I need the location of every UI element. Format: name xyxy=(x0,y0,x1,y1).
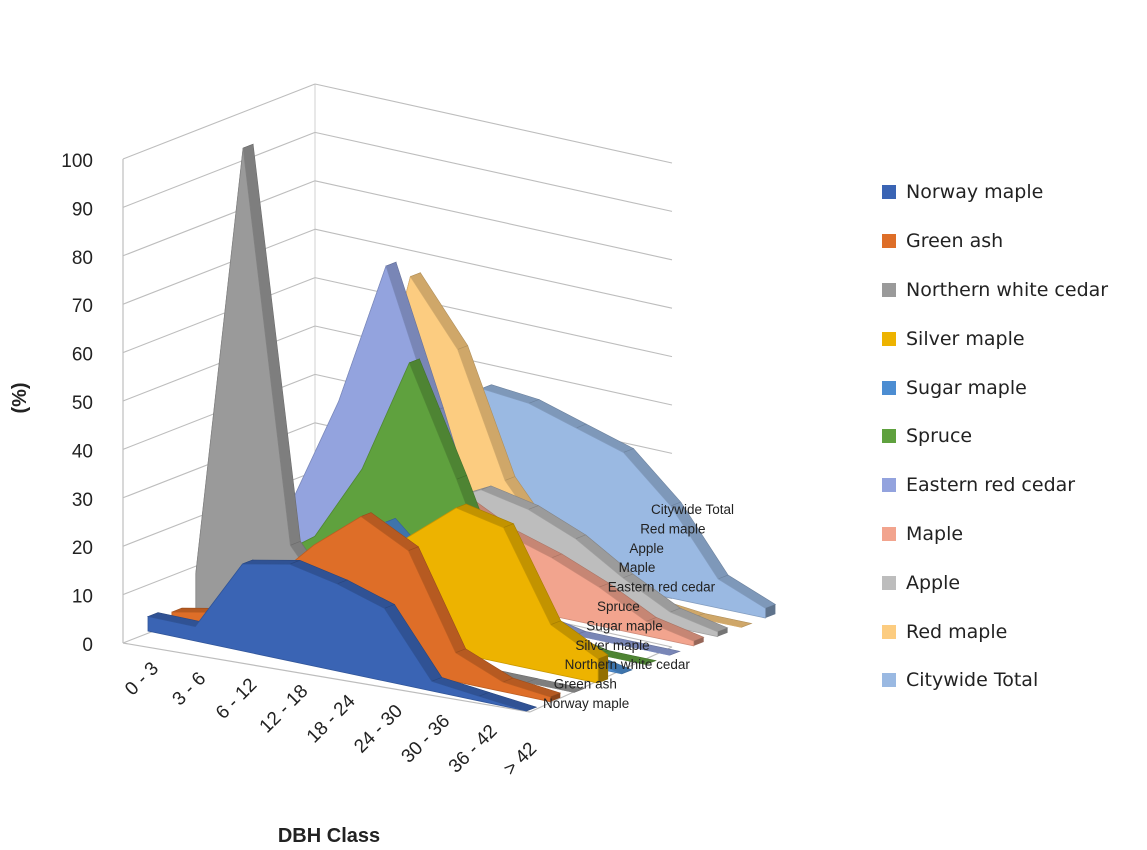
legend-swatch xyxy=(882,526,896,541)
y-axis-title: (%) xyxy=(9,382,31,413)
legend-item: Eastern red cedar xyxy=(882,461,1144,510)
legend-swatch xyxy=(882,331,896,346)
series-area xyxy=(146,559,538,712)
legend-item: Northern white cedar xyxy=(882,266,1144,315)
legend-label: Apple xyxy=(906,571,961,594)
x-tick-label: 0 - 3 xyxy=(121,658,163,700)
y-tick-label: 80 xyxy=(72,248,93,269)
legend-label: Norway maple xyxy=(906,181,1044,204)
x-tick-label: 6 - 12 xyxy=(212,675,261,724)
x-tick-label: 36 - 42 xyxy=(445,721,502,778)
legend-item: Green ash xyxy=(882,217,1144,266)
y-tick-label: 30 xyxy=(72,490,93,511)
x-tick-label: 24 - 30 xyxy=(350,701,407,758)
legend-label: Eastern red cedar xyxy=(906,474,1076,497)
depth-axis-label: Citywide Total xyxy=(651,502,734,517)
area-end-cap xyxy=(765,604,776,618)
gridline-back xyxy=(314,180,673,261)
legend-swatch xyxy=(882,234,896,249)
legend-item: Norway maple xyxy=(882,168,1144,217)
depth-axis-label: Red maple xyxy=(640,521,705,536)
y-tick-label: 100 xyxy=(61,151,93,172)
y-tick-label: 50 xyxy=(72,393,93,414)
legend-label: Maple xyxy=(906,522,964,545)
gridline-side xyxy=(122,83,316,160)
y-tick-label: 0 xyxy=(82,635,93,656)
legend-label: Citywide Total xyxy=(906,669,1039,692)
area-end-cap xyxy=(550,693,561,702)
y-tick-label: 70 xyxy=(72,296,93,317)
legend-item: Citywide Total xyxy=(882,656,1144,705)
gridline-back xyxy=(314,228,673,309)
y-tick-label: 20 xyxy=(72,538,93,559)
x-tick-label: 18 - 24 xyxy=(303,690,360,747)
x-tick-label: 3 - 6 xyxy=(169,668,211,710)
legend-label: Spruce xyxy=(906,425,973,448)
y-tick-label: 90 xyxy=(72,199,93,220)
area-end-cap xyxy=(717,627,728,637)
depth-axis-label: Maple xyxy=(619,560,656,575)
depth-axis-label: Apple xyxy=(629,541,664,556)
depth-axis-label: Sugar maple xyxy=(586,618,663,633)
legend-item: Sugar maple xyxy=(882,363,1144,412)
legend-label: Silver maple xyxy=(906,327,1025,350)
depth-axis-label: Norway maple xyxy=(543,696,629,711)
y-tick-label: 60 xyxy=(72,345,93,366)
area-end-cap xyxy=(693,637,704,646)
legend-item: Maple xyxy=(882,510,1144,559)
y-tick-label: 40 xyxy=(72,441,93,462)
legend-swatch xyxy=(882,478,896,493)
floor-front-edge xyxy=(122,642,531,713)
depth-axis-label: Eastern red cedar xyxy=(608,580,716,595)
legend-swatch xyxy=(882,380,896,395)
area-end-cap xyxy=(598,655,609,684)
gridline-back xyxy=(314,131,673,212)
legend-swatch xyxy=(882,673,896,688)
legend: Norway maple Green ash Northern white ceda… xyxy=(882,168,1144,705)
legend-label: Red maple xyxy=(906,620,1008,643)
depth-axis-label: Northern white cedar xyxy=(565,657,691,672)
legend-swatch xyxy=(882,282,896,297)
x-tick-label: 30 - 36 xyxy=(398,711,455,768)
gridline-side xyxy=(122,228,316,305)
gridline-back xyxy=(314,277,673,358)
gridline-side xyxy=(122,277,316,354)
legend-label: Green ash xyxy=(906,230,1004,253)
depth-axis-label: Spruce xyxy=(597,599,640,614)
legend-swatch xyxy=(882,624,896,639)
depth-axis-label: Green ash xyxy=(554,677,617,692)
legend-item: Apple xyxy=(882,558,1144,607)
x-tick-label: 12 - 18 xyxy=(256,681,313,738)
legend-label: Northern white cedar xyxy=(906,278,1109,301)
gridline-back xyxy=(314,83,673,164)
legend-swatch xyxy=(882,575,896,590)
legend-item: Red maple xyxy=(882,607,1144,656)
gridline-side xyxy=(122,131,316,208)
y-tick-label: 10 xyxy=(72,587,93,608)
legend-swatch xyxy=(882,429,896,444)
legend-item: Silver maple xyxy=(882,314,1144,363)
legend-label: Sugar maple xyxy=(906,376,1027,399)
gridline-side xyxy=(122,180,316,257)
x-axis-title: DBH Class xyxy=(278,825,380,847)
x-tick-label: > 42 xyxy=(500,738,541,779)
legend-item: Spruce xyxy=(882,412,1144,461)
series-areas xyxy=(146,143,777,712)
legend-swatch xyxy=(882,185,896,200)
depth-axis-label: Silver maple xyxy=(575,638,649,653)
